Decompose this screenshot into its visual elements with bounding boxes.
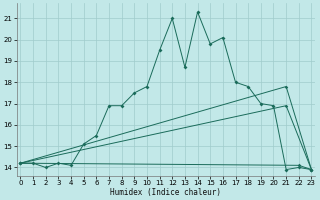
X-axis label: Humidex (Indice chaleur): Humidex (Indice chaleur) bbox=[110, 188, 221, 197]
